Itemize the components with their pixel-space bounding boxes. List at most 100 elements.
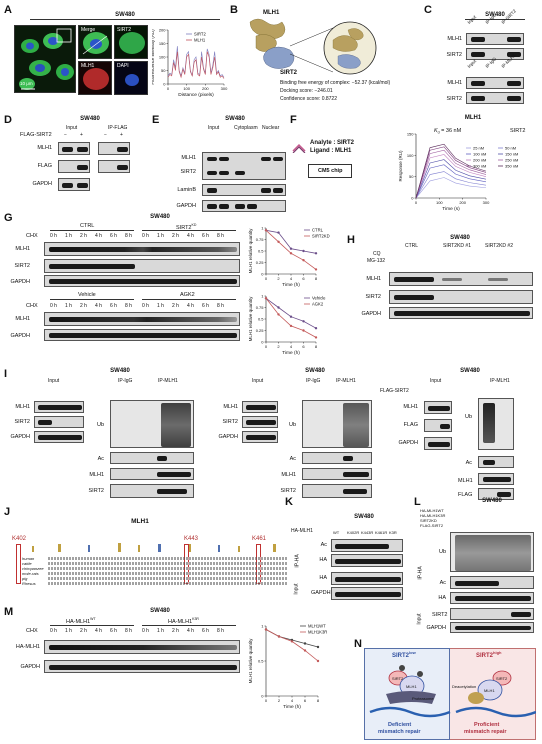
- blot-mlh1: [44, 312, 240, 326]
- blot-mlh1-input: [58, 142, 90, 155]
- time-label: 8 h: [125, 628, 132, 634]
- panel-c: C SW480 Input IP-IgG IP-SIRT2 MLH1 SIRT2…: [420, 0, 542, 110]
- low-sup: low: [409, 650, 416, 655]
- blot-mlh1: [34, 401, 84, 413]
- row-label: SIRT2: [180, 169, 197, 175]
- species-label: mole-rats: [22, 571, 39, 576]
- x-tick-label: 8: [317, 698, 320, 703]
- time-label: 4 h: [95, 233, 102, 239]
- data-point: [303, 642, 307, 645]
- blot-flag-input: [58, 160, 90, 173]
- y-tick-label: 0: [163, 82, 166, 87]
- y-tick-label: 150: [407, 132, 414, 137]
- input-label: Input: [48, 378, 60, 384]
- panel-n: N SIRT2low SIRT2high SIRT2 MLH1 Proteaso…: [352, 638, 542, 742]
- row-label: GAPDH: [10, 434, 30, 440]
- data-point: [302, 249, 305, 253]
- y-tick-label: 0: [261, 272, 264, 277]
- mlh1-label: MLH1: [81, 63, 95, 69]
- row-label: GAPDH: [311, 590, 331, 596]
- chx-label: CHX: [26, 233, 38, 239]
- time-label: 1 h: [65, 628, 72, 634]
- y-tick-label: 150: [159, 41, 166, 46]
- ha-mlh1-text: HA-MLH1: [168, 618, 193, 625]
- y-axis-label: Response (RU): [398, 150, 403, 182]
- merge-label: Merge: [81, 27, 96, 33]
- analyte-label: Analyte : SIRT2: [310, 140, 355, 146]
- time-label: 1 h: [157, 303, 164, 309]
- ipmlh1-label: IP-MLH1: [336, 378, 356, 384]
- blot-ub: [450, 532, 534, 572]
- chart-a: 0 50 100 150 200 0 100 200 300 Distance (pixels) F…: [152, 28, 228, 99]
- legend-label: MLH1WT: [308, 624, 326, 629]
- row-label: GAPDH: [361, 311, 381, 317]
- x-tick-label: 4: [290, 276, 293, 281]
- legend-label: AGK2: [312, 302, 324, 307]
- kd-annotation: Kd = 36 nM: [434, 128, 462, 135]
- row-label: Ac: [465, 460, 472, 466]
- sequence-row: [48, 557, 288, 560]
- chart-g2: 0 0.25 0.5 0.75 1 0 2 4 6 8 Time (h) MLH1 relative …: [248, 294, 326, 357]
- time-label: 0 h: [50, 628, 57, 634]
- y-tick-label: 0.25: [256, 260, 265, 265]
- time-label: 2 h: [80, 233, 87, 239]
- variant-label: K402R: [347, 530, 360, 535]
- data-point: [302, 320, 305, 323]
- time-label: 4 h: [187, 233, 194, 239]
- time-label: 8 h: [217, 303, 224, 309]
- x-tick-label: 200: [459, 200, 466, 205]
- blot-mlh1: [302, 468, 372, 480]
- panel-l: L SW480 HA-MLH1WT HA-MLH1K3R SIRT2KD FLA…: [412, 494, 542, 634]
- ha-mlh1-text: HA-MLH1: [66, 618, 91, 625]
- data-point: [277, 231, 280, 234]
- x-tick-label: 8: [315, 344, 318, 349]
- blot-ub: [478, 398, 514, 450]
- blot-sirt2: [466, 48, 524, 60]
- blot-sirt2: [466, 92, 524, 104]
- row-label: MLH1: [403, 404, 418, 410]
- row-label: Ac: [439, 580, 446, 586]
- blot-sirt2: [450, 608, 534, 620]
- panel-title: SW480: [450, 235, 470, 241]
- ha-mlh1-label: HA-MLH1: [291, 528, 313, 534]
- proficient-label: Proficient: [474, 722, 500, 728]
- ipigg-label: IP-IgG: [118, 378, 133, 384]
- data-point: [314, 268, 318, 271]
- panel-label: H: [347, 234, 355, 246]
- blot-ac: [478, 456, 514, 468]
- blot-mlh1: [242, 401, 278, 413]
- panel-b: B MLH1 SIRT2 Binding free energy of comp…: [228, 0, 390, 110]
- vehicle-label: Vehicle: [78, 292, 96, 298]
- panel-a: A SW480 10 μm Merge SIRT2 MLH1 DAPI 0 50 1…: [0, 0, 230, 105]
- row-label: Ac: [320, 542, 327, 548]
- x-tick-label: 200: [202, 86, 209, 91]
- panel-label: L: [414, 496, 421, 508]
- docking-score-text: Docking score: −246.01: [280, 88, 333, 94]
- minus-sign: −: [64, 132, 67, 138]
- panel-label: M: [4, 606, 14, 618]
- row-label: MLH1: [223, 404, 238, 410]
- y-tick-label: 0: [261, 694, 264, 699]
- row-label: SIRT2: [14, 419, 31, 425]
- legend-label: SIRT2KD: [312, 234, 330, 239]
- flag-label: FLAG-SIRT2: [20, 132, 52, 138]
- input-label: Input: [416, 613, 423, 625]
- x-axis-label: Time (h): [283, 704, 301, 710]
- row-label: GAPDH: [426, 625, 446, 631]
- mlh1-node-label: MLH1: [406, 684, 417, 689]
- row-label: SIRT2: [446, 96, 463, 102]
- mlh1-node-label: MLH1: [484, 688, 495, 693]
- sirt2-node-label: SIRT2: [392, 676, 404, 681]
- row-label: MLH1: [458, 478, 473, 484]
- row-label: MLH1: [181, 155, 196, 161]
- sequence-logo: [28, 542, 288, 552]
- row-label: Ub: [288, 422, 296, 428]
- time-label: 4 h: [95, 303, 102, 309]
- plus-sign: +: [80, 132, 83, 138]
- merge-large-image: 10 μm: [14, 25, 76, 93]
- blot-gapdh: [34, 431, 84, 443]
- time-label: 1 h: [65, 303, 72, 309]
- blot-sirt2: [389, 290, 533, 304]
- y-tick-label: 0.75: [256, 237, 265, 242]
- row-label: MLH1: [15, 246, 30, 252]
